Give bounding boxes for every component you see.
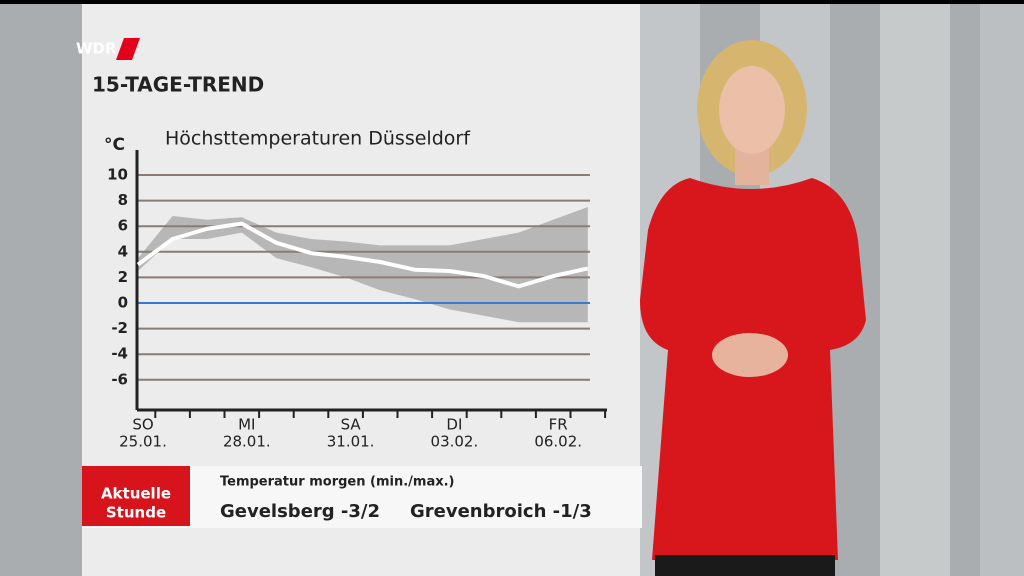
face	[719, 66, 785, 154]
y-tick-label: 2	[118, 268, 128, 286]
y-axis-label: °C	[104, 135, 125, 155]
x-tick-label: 25.01.	[119, 433, 167, 451]
top-border	[0, 0, 1024, 4]
ticker-item: Gevelsberg -3/2	[220, 501, 380, 522]
stripe	[880, 0, 950, 576]
logo-mark	[116, 38, 140, 60]
chart-title: Höchsttemperaturen Düsseldorf	[165, 128, 471, 150]
x-tick-label: 31.01.	[327, 433, 375, 451]
y-tick-label: -2	[111, 319, 128, 337]
y-tick-label: -4	[111, 345, 128, 363]
x-tick-weekday: SO	[132, 416, 153, 434]
x-tick-label: 03.02.	[431, 433, 479, 451]
ticker-label: Temperatur morgen (min./max.)	[220, 475, 454, 490]
y-tick-label: 4	[118, 242, 128, 260]
ticker-badge	[82, 466, 190, 526]
badge-line: Aktuelle	[101, 485, 171, 503]
x-tick-weekday: DI	[446, 416, 462, 434]
badge-line: Stunde	[106, 504, 166, 522]
y-tick-label: 8	[118, 191, 128, 209]
x-tick-weekday: MI	[238, 416, 255, 434]
stripe	[980, 0, 1024, 576]
x-tick-label: 28.01.	[223, 433, 271, 451]
presenter	[640, 40, 866, 576]
x-tick-label: 06.02.	[534, 433, 582, 451]
plot: 1086420-2-4-6SO25.01.MI28.01.SA31.01.DI0…	[107, 150, 607, 451]
heading: 15-TAGE-TREND	[92, 73, 264, 97]
y-tick-label: 10	[107, 166, 128, 184]
legs	[655, 555, 835, 576]
ticker-item: Grevenbroich -1/3	[410, 501, 592, 522]
hands	[712, 333, 788, 377]
logo: WDR	[76, 40, 117, 58]
y-tick-label: 6	[118, 217, 128, 235]
x-tick-weekday: SA	[341, 416, 362, 434]
y-tick-label: -6	[111, 370, 128, 388]
spread-band	[138, 207, 588, 323]
y-tick-label: 0	[118, 294, 128, 312]
x-tick-weekday: FR	[549, 416, 568, 434]
temperature-line	[136, 221, 589, 289]
